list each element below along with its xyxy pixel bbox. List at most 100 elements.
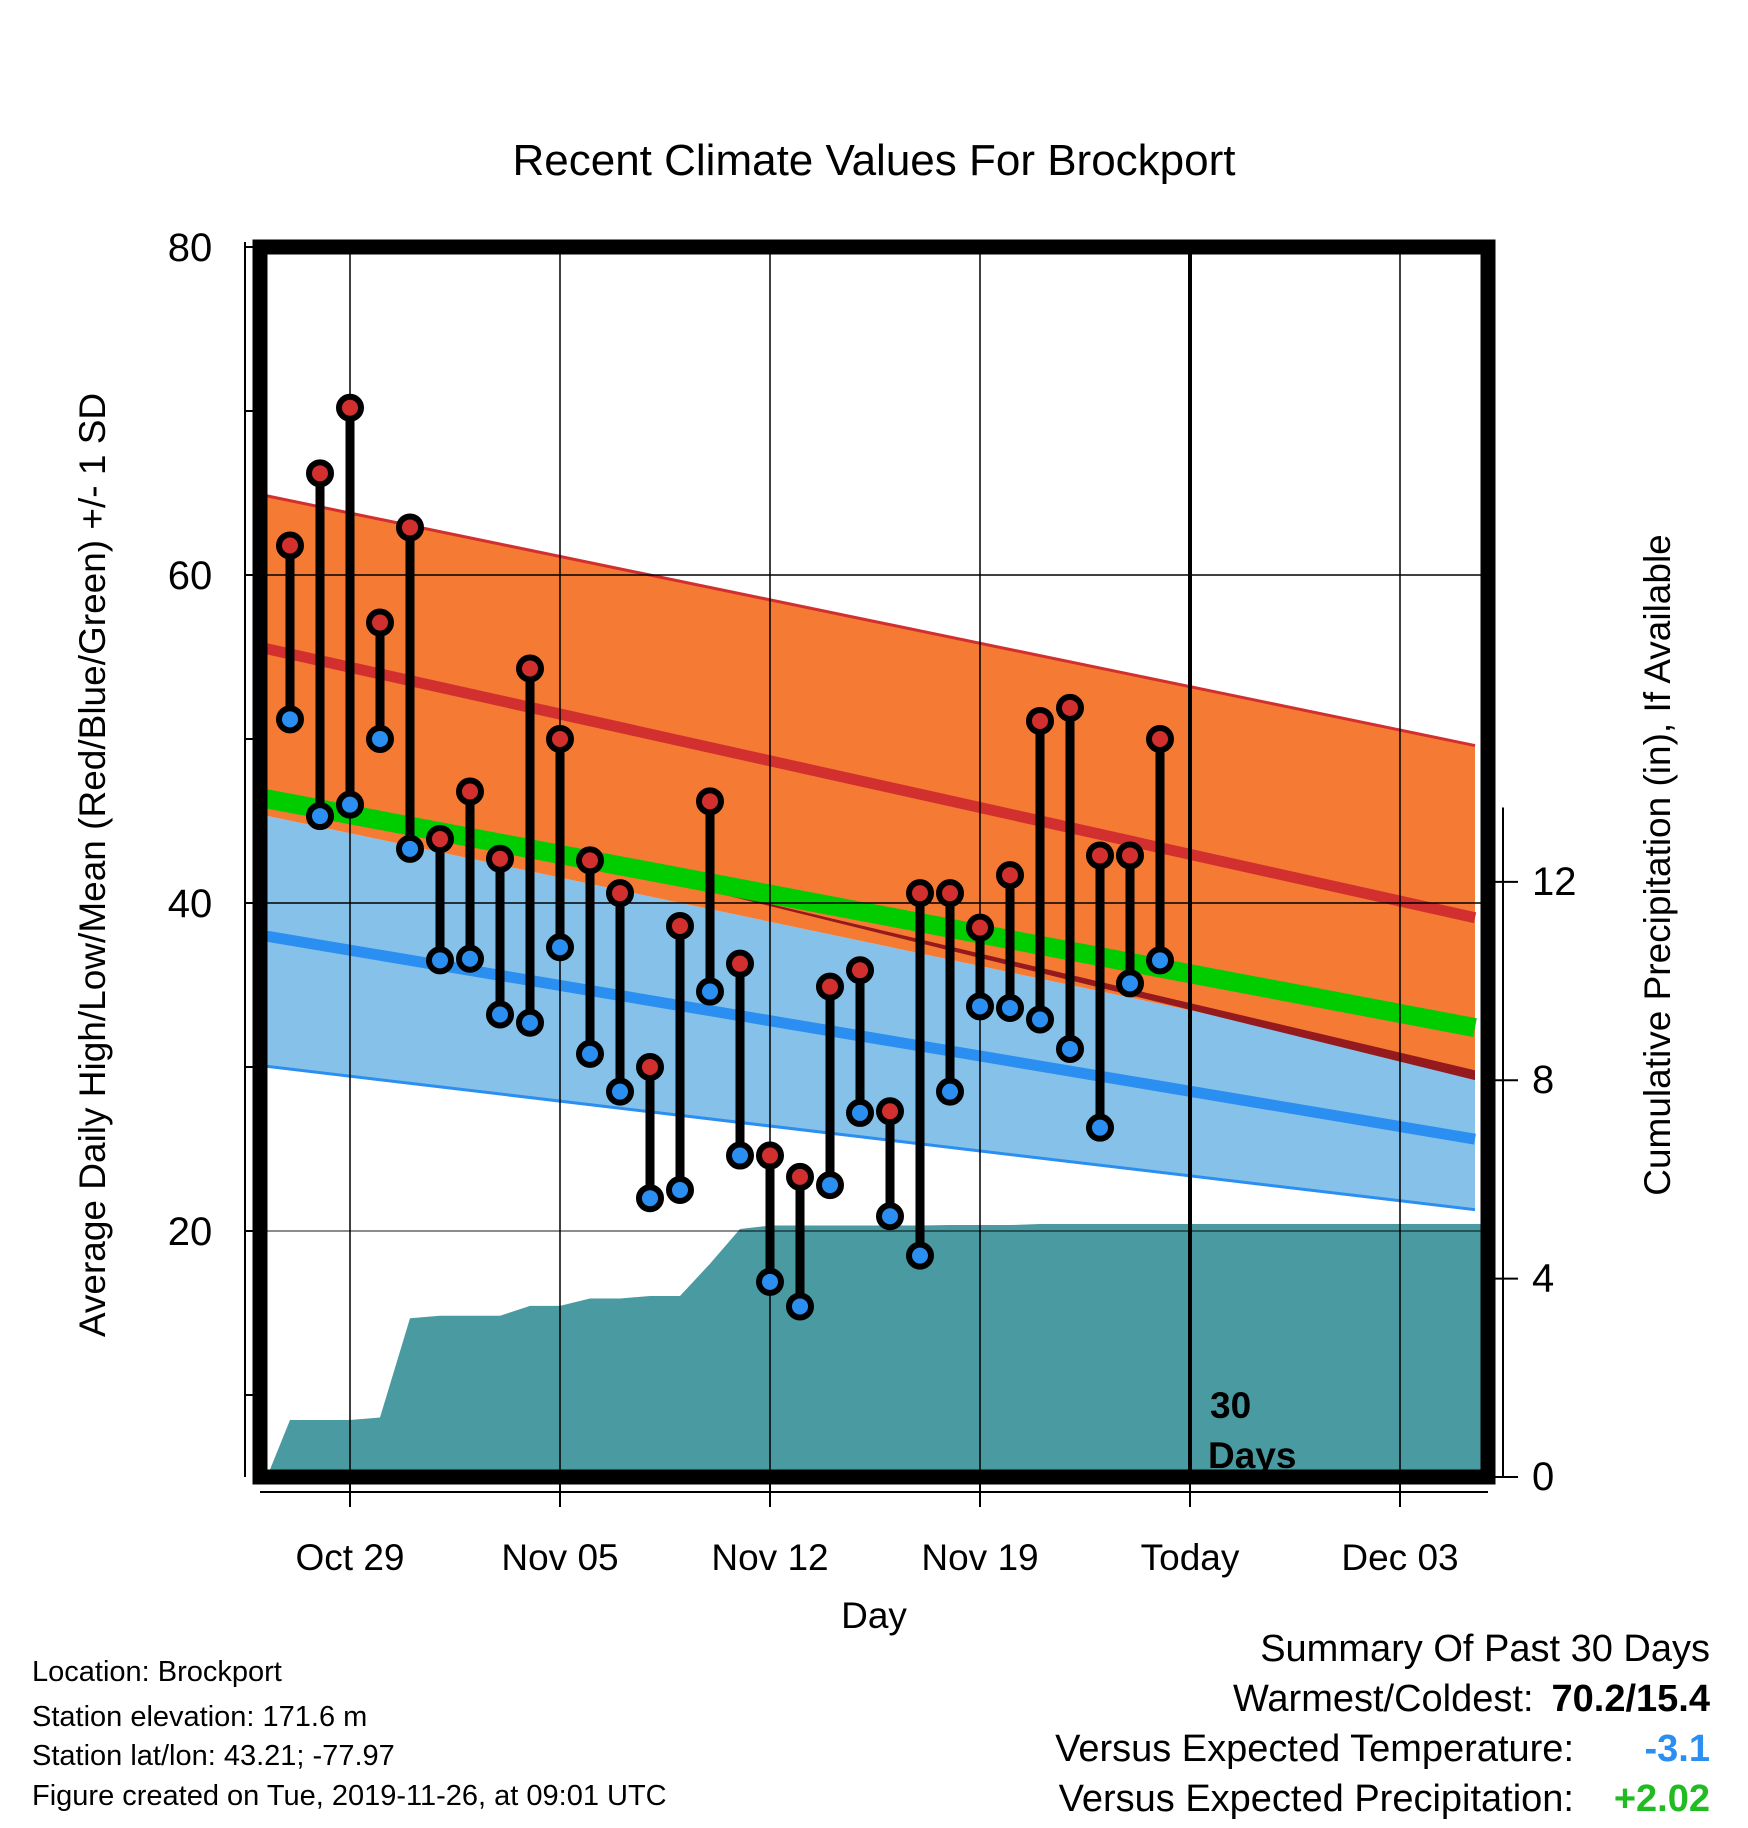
plot-clipped — [260, 247, 1488, 1477]
x-tick-label: Oct 29 — [296, 1537, 405, 1578]
low-point — [936, 1077, 964, 1106]
high-point — [366, 608, 394, 637]
summary-warmest-label: Warmest/Coldest: — [1232, 1678, 1534, 1720]
footer-created: Figure created on Tue, 2019-11-26, at 09… — [32, 1780, 667, 1812]
high-point — [1056, 693, 1084, 722]
summary-title: Summary Of Past 30 Days — [1260, 1628, 1710, 1670]
low-point — [816, 1171, 844, 1200]
axes: 20 40 60 80 0 4 8 12 Oct 29 Nov 05 Nov 12 Nov 19 Tod… — [168, 226, 1577, 1578]
summary-temp-row: Versus Expected Temperature: -3.1 — [1055, 1730, 1710, 1768]
high-plus-sd-line — [260, 492, 1476, 748]
low-point — [1116, 969, 1144, 998]
today-label-count: 30 — [1210, 1385, 1251, 1426]
x-tick-label: Nov 12 — [711, 1537, 828, 1578]
y2-tick-label: 12 — [1532, 860, 1577, 904]
low-point — [546, 933, 574, 962]
y2-axis-label: Cumulative Precipitation (in), If Availa… — [1637, 534, 1678, 1196]
footer-latlon: Station lat/lon: 43.21; -77.97 — [32, 1740, 395, 1772]
y2-tick-label: 8 — [1532, 1058, 1554, 1102]
x-tick-label: Nov 05 — [501, 1537, 618, 1578]
chart-title: Recent Climate Values For Brockport — [512, 136, 1235, 185]
summary-warmest-row: Warmest/Coldest: 70.2/15.4 — [1233, 1680, 1710, 1718]
low-point — [1056, 1034, 1084, 1063]
low-minus-sd-line — [260, 1063, 1476, 1212]
low-point — [456, 944, 484, 973]
x-tick-label: Nov 19 — [921, 1537, 1038, 1578]
low-point — [756, 1267, 784, 1296]
high-point — [696, 787, 724, 816]
high-point — [1086, 841, 1114, 870]
high-point — [726, 949, 754, 978]
low-point — [726, 1141, 754, 1170]
normal-high-line — [260, 641, 1477, 924]
low-point — [576, 1039, 604, 1068]
high-point — [906, 879, 934, 908]
summary-temp-label: Versus Expected Temperature: — [1055, 1728, 1574, 1770]
y-tick-label: 60 — [168, 554, 213, 598]
high-point — [876, 1097, 904, 1126]
low-point — [966, 992, 994, 1021]
high-point — [966, 913, 994, 942]
low-point — [906, 1241, 934, 1270]
summary-precip-value: +2.02 — [1613, 1778, 1710, 1820]
high-point — [426, 825, 454, 854]
high-point — [276, 531, 304, 560]
y-tick-label: 20 — [168, 1210, 213, 1254]
x-tick-label: Today — [1141, 1537, 1240, 1578]
low-point — [636, 1184, 664, 1213]
high-point — [666, 911, 694, 940]
low-point — [846, 1098, 874, 1127]
high-point — [756, 1141, 784, 1170]
high-point — [546, 725, 574, 753]
high-point — [1026, 706, 1054, 735]
high-point — [786, 1162, 814, 1191]
x-axis-label: Day — [841, 1595, 907, 1636]
y2-tick-label: 0 — [1532, 1455, 1554, 1499]
high-point — [306, 459, 334, 488]
high-point — [576, 846, 604, 875]
y-tick-label: 40 — [168, 882, 213, 926]
footer-location: Location: Brockport — [32, 1656, 282, 1688]
high-point — [936, 879, 964, 908]
summary-warmest-value: 70.2/15.4 — [1551, 1678, 1710, 1720]
high-point — [816, 972, 844, 1001]
low-point — [366, 725, 394, 753]
y-tick-label: 80 — [168, 226, 213, 270]
x-tick-label: Dec 03 — [1341, 1537, 1458, 1578]
precipitation-area — [269, 1224, 1488, 1477]
high-point — [396, 513, 424, 542]
high-point — [846, 956, 874, 985]
plot-frame — [252, 239, 1496, 1485]
high-point — [996, 861, 1024, 890]
low-point — [486, 1000, 514, 1029]
low-point — [306, 802, 334, 831]
high-point — [486, 844, 514, 873]
high-point — [636, 1053, 664, 1081]
high-point — [1146, 725, 1174, 753]
low-point — [336, 790, 364, 819]
low-point — [1086, 1113, 1114, 1142]
low-point — [396, 834, 424, 863]
today-label-days: Days — [1208, 1435, 1296, 1476]
low-point — [786, 1292, 814, 1321]
high-point — [606, 879, 634, 908]
summary-temp-value: -3.1 — [1644, 1728, 1710, 1770]
summary-precip-label: Versus Expected Precipitation: — [1058, 1778, 1574, 1820]
low-point — [696, 977, 724, 1006]
footer-elevation: Station elevation: 171.6 m — [32, 1701, 368, 1733]
low-point — [1146, 946, 1174, 975]
low-point — [276, 705, 304, 734]
low-point — [516, 1008, 544, 1037]
high-point — [456, 777, 484, 806]
plot-area — [260, 247, 1488, 1477]
high-point — [1116, 841, 1144, 870]
low-point — [1026, 1005, 1054, 1034]
high-point — [336, 393, 364, 422]
low-point — [996, 993, 1024, 1022]
y2-tick-label: 4 — [1532, 1257, 1554, 1301]
low-point — [426, 946, 454, 975]
low-point — [876, 1202, 904, 1231]
summary-precip-row: Versus Expected Precipitation: +2.02 — [1059, 1780, 1710, 1818]
low-point — [606, 1077, 634, 1106]
